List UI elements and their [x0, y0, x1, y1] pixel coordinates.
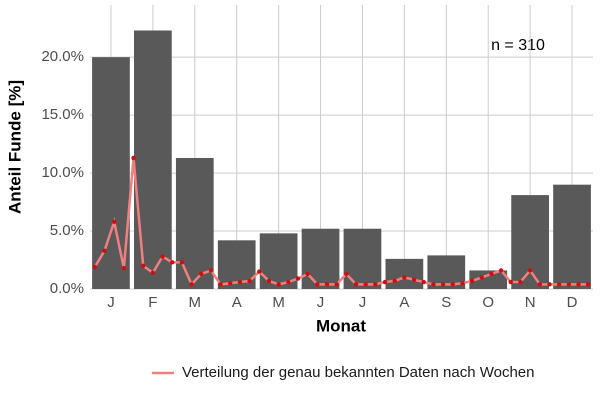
line-point	[440, 282, 446, 287]
x-tick-label: M	[272, 294, 285, 311]
line-point	[92, 264, 98, 270]
line-point	[518, 279, 523, 285]
bar	[385, 258, 424, 289]
x-tick-label: O	[482, 294, 494, 311]
line-point	[247, 278, 252, 284]
line-point	[150, 270, 156, 275]
line-point	[257, 269, 262, 274]
bar	[343, 228, 382, 289]
line-point	[431, 282, 436, 287]
bar	[469, 270, 508, 289]
line-point	[295, 276, 301, 281]
line-point	[218, 282, 223, 287]
line-point	[479, 275, 484, 280]
line-point	[363, 282, 368, 287]
line-point	[228, 281, 233, 286]
line-point	[131, 155, 136, 161]
line-point	[527, 268, 533, 273]
x-tick-label: M	[189, 294, 202, 311]
line-point	[576, 282, 581, 287]
x-tick-label: N	[525, 294, 536, 311]
line-point	[179, 260, 185, 265]
line-point	[508, 279, 513, 285]
x-tick-label: J	[317, 294, 325, 311]
line-point	[373, 282, 378, 287]
y-axis-label: Anteil Funde [%]	[5, 80, 24, 214]
x-tick-label: J	[107, 294, 115, 311]
line-point	[450, 282, 455, 287]
line-point	[276, 282, 281, 287]
line-point	[199, 271, 204, 277]
line-point	[585, 282, 591, 287]
bar	[175, 158, 214, 289]
y-tick-label: 5.0%	[50, 222, 84, 239]
legend-label: Verteilung der genau bekannten Daten nac…	[182, 364, 535, 381]
y-tick-label: 15.0%	[41, 106, 84, 123]
line-point	[208, 268, 214, 273]
line-point	[324, 282, 330, 287]
y-tick-label: 10.0%	[41, 164, 84, 181]
bar	[134, 30, 172, 289]
x-tick-label: F	[148, 294, 157, 311]
line-point	[489, 271, 494, 277]
line-point	[353, 282, 359, 287]
x-tick-label: S	[441, 294, 451, 311]
bar	[92, 57, 130, 289]
x-axis-label: Monat	[316, 316, 366, 335]
line	[93, 157, 589, 287]
line-point	[121, 265, 127, 271]
x-tick-label: J	[359, 294, 367, 311]
line-point	[460, 281, 465, 286]
line-point	[160, 254, 165, 259]
line-point	[392, 278, 397, 284]
line-point	[334, 282, 339, 287]
x-tick-label: D	[567, 294, 578, 311]
bar	[553, 184, 591, 289]
line-point	[344, 271, 349, 277]
line-point	[469, 278, 475, 284]
line-point	[315, 282, 320, 287]
line-point	[566, 282, 572, 287]
line-point	[141, 263, 146, 269]
y-tick-label: 20.0%	[41, 48, 84, 65]
line-point	[170, 260, 175, 265]
bar	[301, 228, 340, 289]
line-point	[189, 282, 194, 287]
line-point	[237, 279, 243, 285]
line-point	[402, 275, 407, 280]
bar	[511, 195, 549, 289]
line-point	[547, 282, 552, 287]
line-point	[498, 268, 504, 273]
line-point	[411, 277, 417, 282]
line-point	[266, 278, 272, 284]
line-point	[286, 279, 291, 285]
line-point	[305, 271, 310, 277]
line-point	[111, 219, 117, 224]
line-point	[556, 282, 562, 287]
line-point	[382, 279, 388, 285]
line-point	[537, 282, 542, 287]
y-tick-label: 0.0%	[50, 280, 84, 297]
annotation: n = 310	[491, 37, 545, 54]
line-point	[421, 279, 426, 285]
line-point	[102, 248, 107, 253]
x-tick-label: A	[232, 294, 242, 311]
x-tick-label: A	[399, 294, 409, 311]
